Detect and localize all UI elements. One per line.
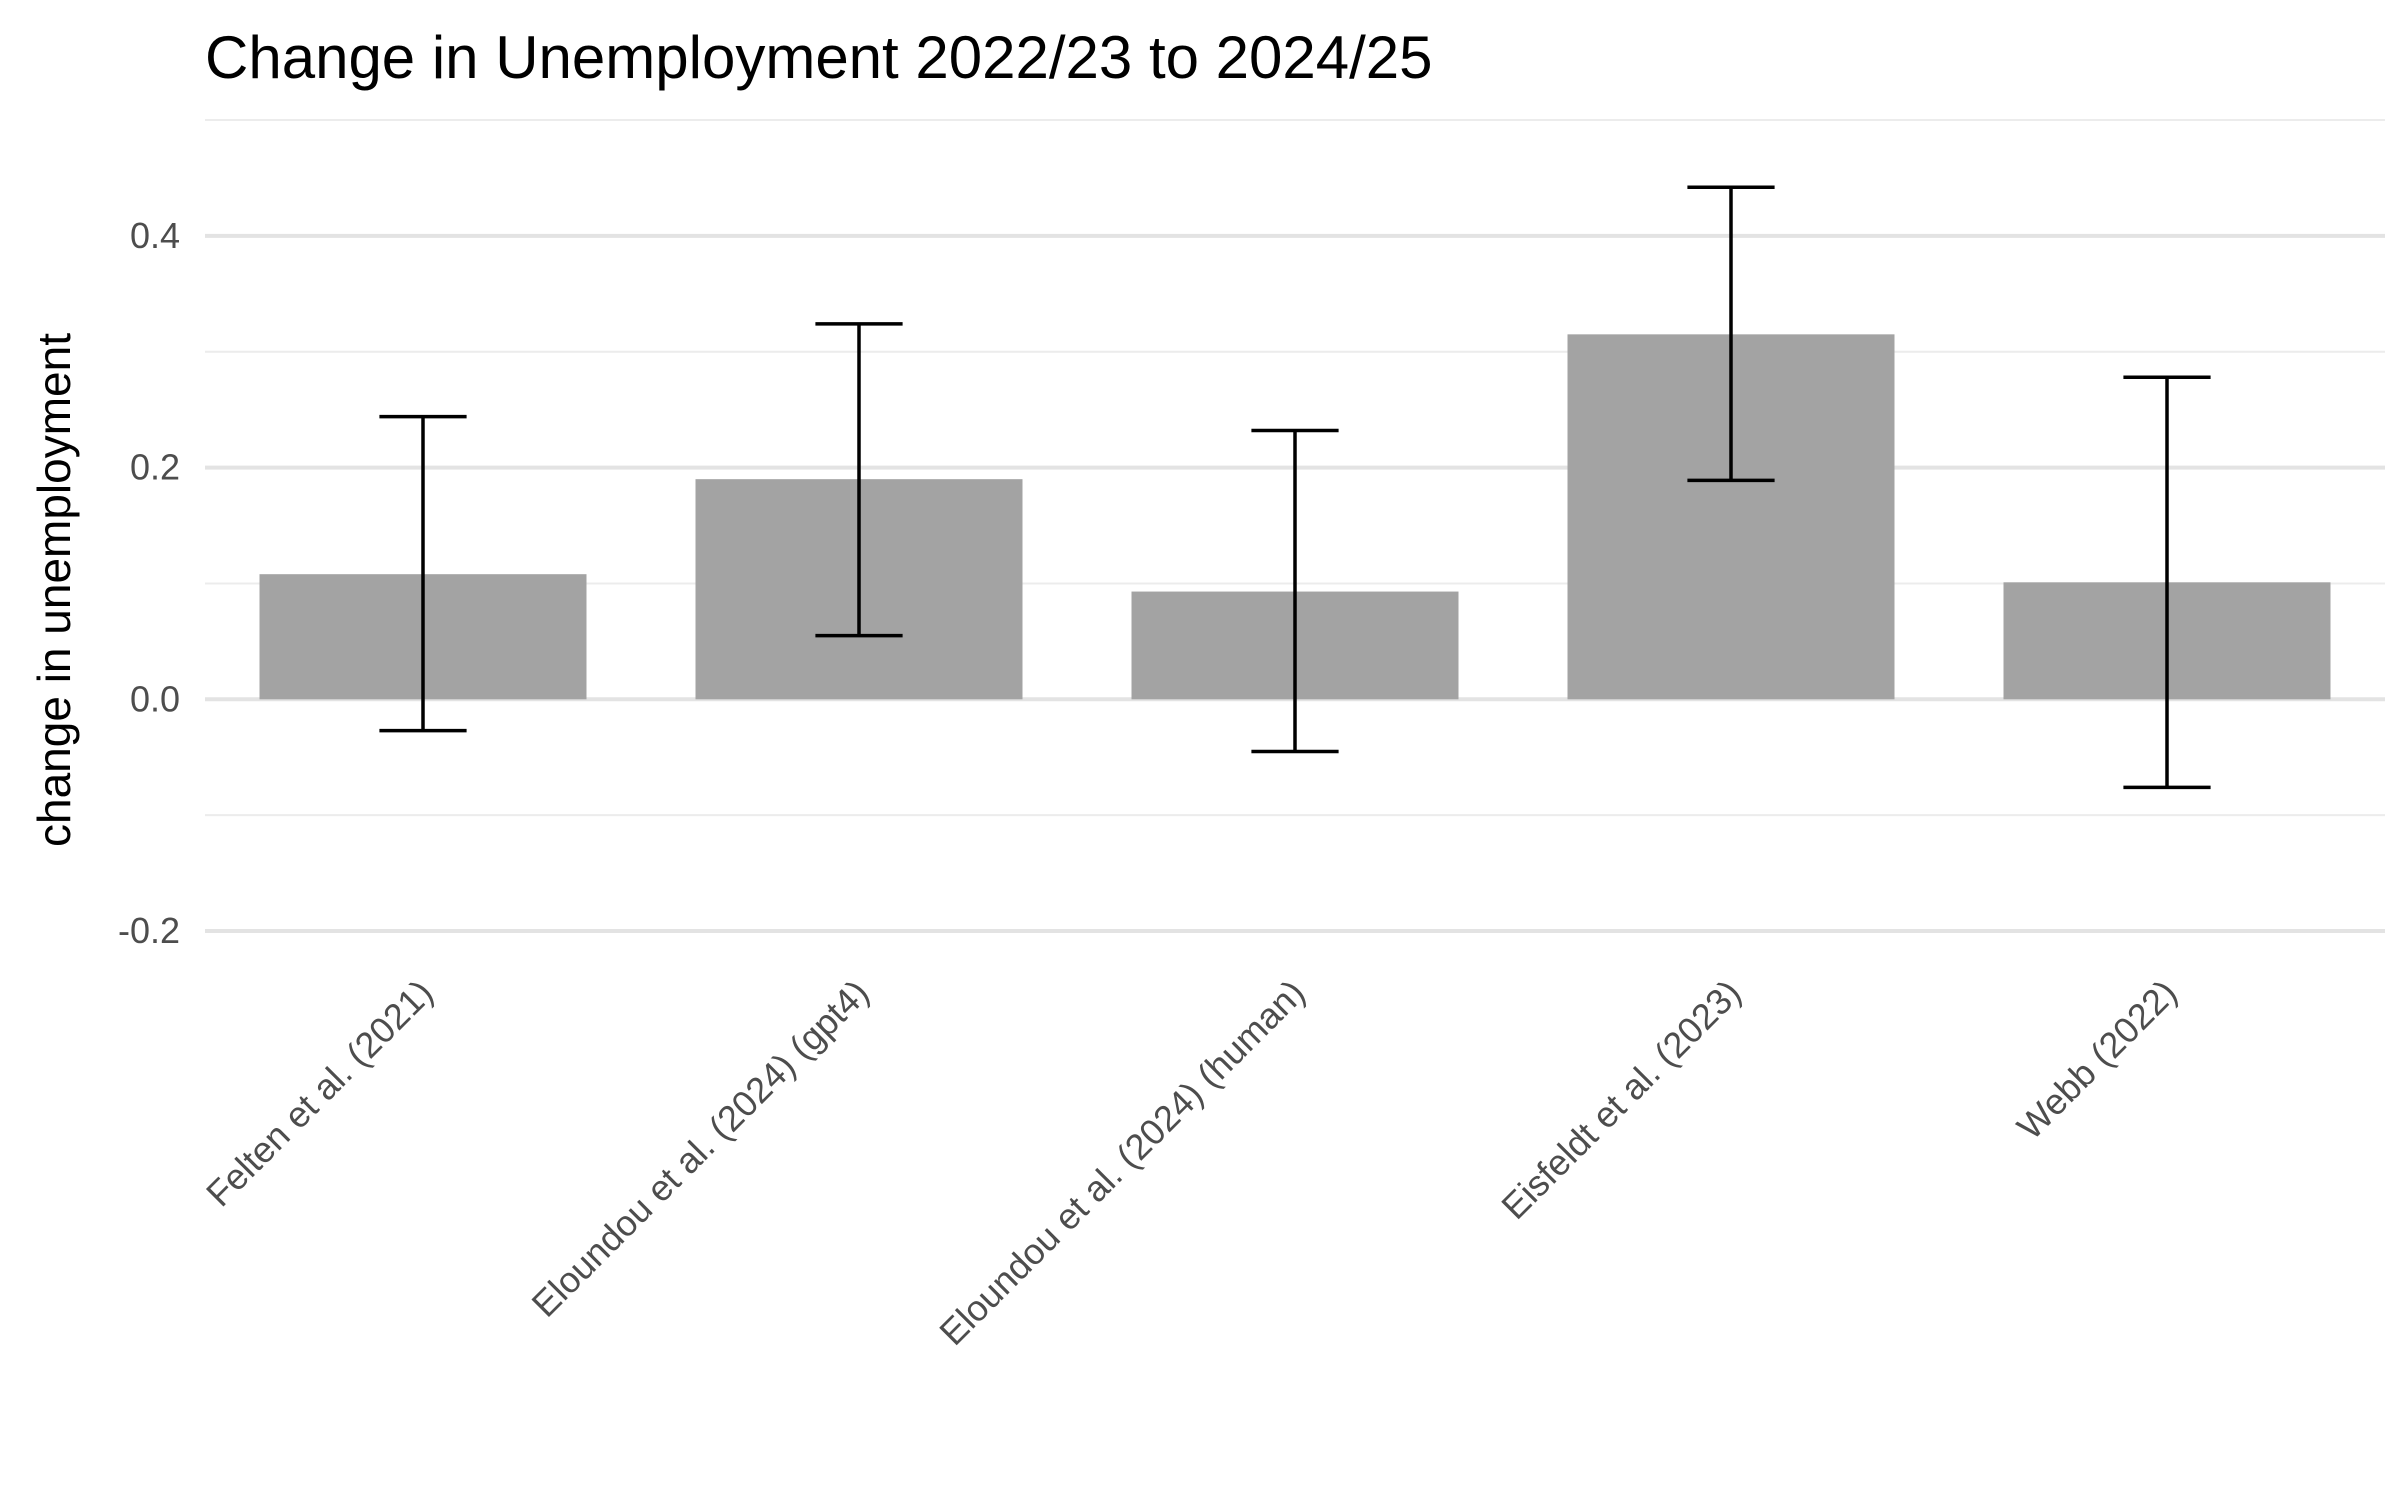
error-bars (379, 185, 2211, 790)
x-tick-label: Felten et al. (2021) (198, 972, 441, 1215)
y-tick-label: -0.2 (118, 910, 180, 951)
chart-title: Change in Unemployment 2022/23 to 2024/2… (205, 24, 1433, 91)
x-tick-label: Webb (2022) (2009, 972, 2185, 1148)
x-tick-label: Eloundou et al. (2024) (human) (931, 972, 1312, 1353)
x-tick-label: Eisfeldt et al. (2023) (1493, 972, 1748, 1227)
y-tick-labels: -0.2 0.0 0.2 0.4 (118, 215, 180, 951)
y-tick-label: 0.4 (130, 215, 180, 256)
x-tick-labels: Felten et al. (2021) Eloundou et al. (202… (198, 972, 2185, 1353)
y-tick-label: 0.2 (130, 447, 180, 488)
x-tick-label: Eloundou et al. (2024) (gpt4) (524, 972, 877, 1325)
y-tick-label: 0.0 (130, 678, 180, 719)
y-axis-label: change in unemployment (28, 333, 80, 847)
